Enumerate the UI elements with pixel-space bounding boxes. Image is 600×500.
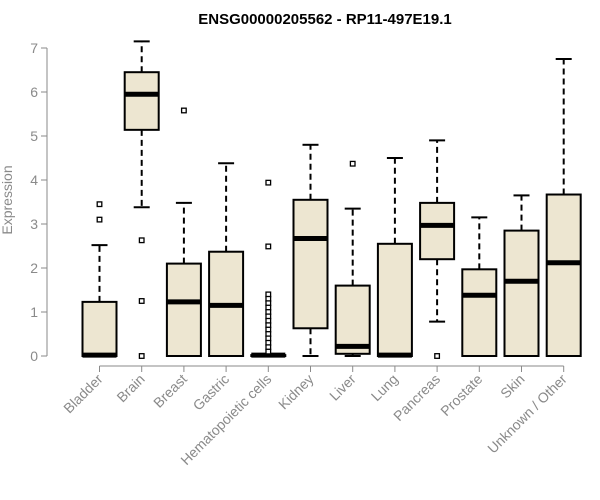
x-tick-label: Liver bbox=[326, 371, 359, 404]
box-body bbox=[419, 201, 456, 261]
x-tick-label: Breast bbox=[150, 371, 190, 411]
box-pancreas bbox=[419, 139, 456, 359]
outlier-point bbox=[138, 353, 145, 359]
y-tick-label: 4 bbox=[30, 172, 38, 188]
outlier-point bbox=[96, 216, 103, 223]
box-skin bbox=[503, 194, 540, 358]
x-tick-label: Kidney bbox=[275, 371, 317, 413]
outlier-point bbox=[138, 237, 145, 244]
outlier-point bbox=[265, 348, 272, 355]
y-tick-label: 0 bbox=[30, 348, 38, 364]
box-body bbox=[545, 193, 582, 357]
y-axis: 0 1 2 3 4 5 6 7 bbox=[30, 40, 48, 364]
x-tick-label: Skin bbox=[497, 371, 528, 402]
box-bladder bbox=[81, 201, 118, 358]
box-body bbox=[334, 284, 371, 355]
x-tick-label: Pancreas bbox=[390, 371, 443, 424]
box-body bbox=[292, 198, 329, 330]
box-unknown-other bbox=[545, 58, 582, 357]
x-tick-label: Brain bbox=[113, 371, 147, 405]
outlier-point bbox=[96, 201, 103, 208]
outlier-point bbox=[265, 179, 272, 186]
outlier-point bbox=[138, 298, 145, 304]
box-body bbox=[376, 242, 413, 357]
box-body bbox=[461, 268, 498, 358]
x-tick-label: Bladder bbox=[60, 371, 106, 417]
outlier-point bbox=[434, 353, 441, 359]
box-body bbox=[165, 262, 202, 358]
x-tick-label: Lung bbox=[368, 371, 401, 404]
outlier-point bbox=[349, 160, 356, 167]
outlier-point bbox=[180, 107, 187, 114]
y-tick-label: 3 bbox=[30, 216, 38, 232]
chart-title: ENSG00000205562 - RP11-497E19.1 bbox=[198, 11, 452, 28]
box-lung bbox=[376, 157, 413, 358]
y-tick-label: 7 bbox=[30, 40, 38, 56]
box-hematopoietic-cells bbox=[250, 179, 287, 358]
y-tick-label: 1 bbox=[30, 304, 38, 320]
box-body bbox=[503, 229, 540, 358]
y-axis-label: Expression bbox=[0, 165, 15, 234]
outlier-point bbox=[265, 243, 272, 250]
box-liver bbox=[334, 160, 371, 357]
box-breast bbox=[165, 107, 202, 358]
x-tick-label: Prostate bbox=[437, 371, 485, 419]
box-brain bbox=[123, 40, 160, 359]
box-body bbox=[123, 71, 160, 131]
y-tick-label: 6 bbox=[30, 84, 38, 100]
y-tick-label: 5 bbox=[30, 128, 38, 144]
box-gastric bbox=[208, 162, 245, 357]
box-prostate bbox=[461, 216, 498, 358]
y-tick-label: 2 bbox=[30, 260, 38, 276]
boxes-layer bbox=[81, 40, 582, 359]
box-body bbox=[81, 300, 118, 358]
x-tick-label: Unknown / Other bbox=[484, 371, 570, 457]
box-kidney bbox=[292, 143, 329, 357]
